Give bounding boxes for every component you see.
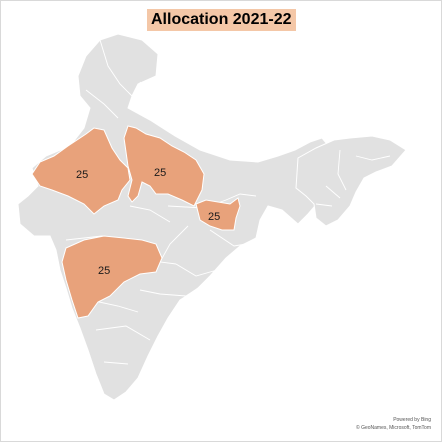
- northeast-land: [295, 135, 407, 227]
- map-title: Allocation 2021-22: [147, 9, 296, 31]
- region-uttar-pradesh[interactable]: [123, 125, 205, 207]
- label-uttar-pradesh: 25: [154, 167, 166, 179]
- region-jharkhand[interactable]: [195, 197, 241, 231]
- attribution-powered-by: Powered by Bing: [393, 417, 431, 423]
- label-maharashtra: 25: [98, 265, 110, 277]
- attribution-sources: © GeoNames, Microsoft, TomTom: [356, 425, 431, 431]
- label-rajasthan: 25: [76, 169, 88, 181]
- region-rajasthan[interactable]: [31, 127, 131, 215]
- india-base-land: [17, 33, 347, 401]
- region-maharashtra[interactable]: [61, 235, 163, 319]
- state-borders: [65, 39, 391, 365]
- label-jharkhand: 25: [208, 211, 220, 223]
